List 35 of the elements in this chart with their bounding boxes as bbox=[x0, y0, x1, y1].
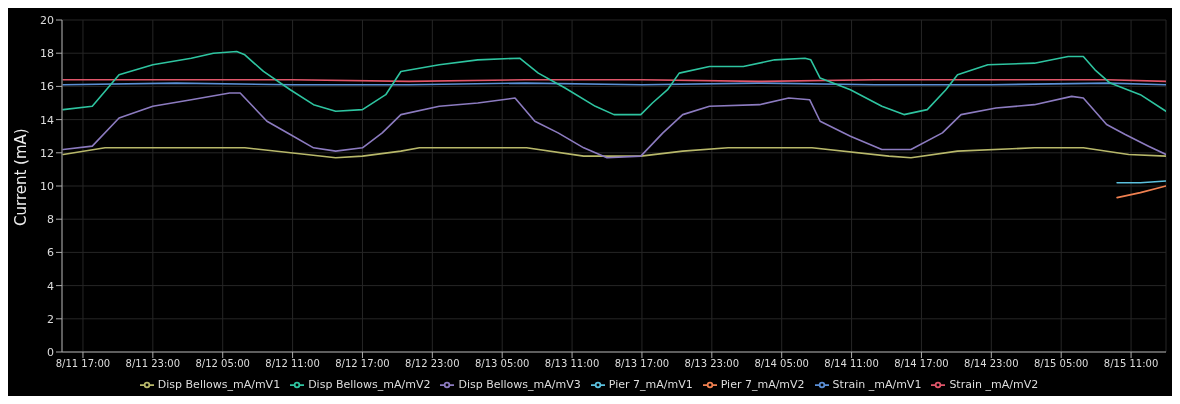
x-tick-label: 8/13 17:00 bbox=[614, 358, 670, 370]
y-tick-label: 10 bbox=[40, 179, 54, 193]
legend-label: Strain _mA/mV1 bbox=[832, 378, 922, 391]
y-tick-label: 0 bbox=[47, 345, 54, 359]
x-tick-label: 8/12 23:00 bbox=[405, 358, 460, 370]
legend-label: Strain _mA/mV2 bbox=[949, 378, 1039, 391]
y-tick-label: 12 bbox=[40, 146, 54, 160]
y-tick-label: 4 bbox=[47, 279, 54, 293]
x-tick-label: 8/14 11:00 bbox=[824, 358, 879, 370]
x-tick-label: 8/15 05:00 bbox=[1033, 358, 1089, 370]
legend-label: Pier 7_mA/mV2 bbox=[720, 378, 805, 391]
x-tick-label: 8/13 23:00 bbox=[684, 358, 740, 370]
y-tick-label: 18 bbox=[40, 47, 54, 61]
x-tick-label: 8/12 05:00 bbox=[195, 358, 250, 370]
y-tick-label: 16 bbox=[40, 80, 54, 94]
x-tick-label: 8/11 17:00 bbox=[55, 358, 111, 370]
x-tick-label: 8/14 05:00 bbox=[754, 358, 809, 370]
x-tick-label: 8/14 17:00 bbox=[894, 358, 949, 370]
y-tick-label: 2 bbox=[47, 312, 54, 326]
x-tick-label: 8/12 11:00 bbox=[265, 358, 320, 370]
legend-label: Disp Bellows_mA/mV3 bbox=[458, 378, 581, 391]
x-tick-label: 8/13 11:00 bbox=[544, 358, 600, 370]
legend-label: Disp Bellows_mA/mV2 bbox=[308, 378, 431, 391]
y-axis-title: Current (mA) bbox=[12, 128, 31, 226]
legend-label: Pier 7_mA/mV1 bbox=[608, 378, 693, 391]
x-tick-label: 8/12 17:00 bbox=[335, 358, 390, 370]
x-tick-label: 8/13 05:00 bbox=[474, 358, 530, 370]
legend-label: Disp Bellows_mA/mV1 bbox=[157, 378, 281, 391]
y-tick-label: 8 bbox=[47, 213, 54, 227]
y-tick-label: 14 bbox=[40, 113, 54, 127]
x-tick-label: 8/11 23:00 bbox=[125, 358, 181, 370]
y-tick-label: 20 bbox=[40, 13, 54, 27]
x-tick-label: 8/14 23:00 bbox=[964, 358, 1019, 370]
x-tick-label: 8/15 11:00 bbox=[1103, 358, 1159, 370]
y-tick-label: 6 bbox=[47, 246, 54, 260]
